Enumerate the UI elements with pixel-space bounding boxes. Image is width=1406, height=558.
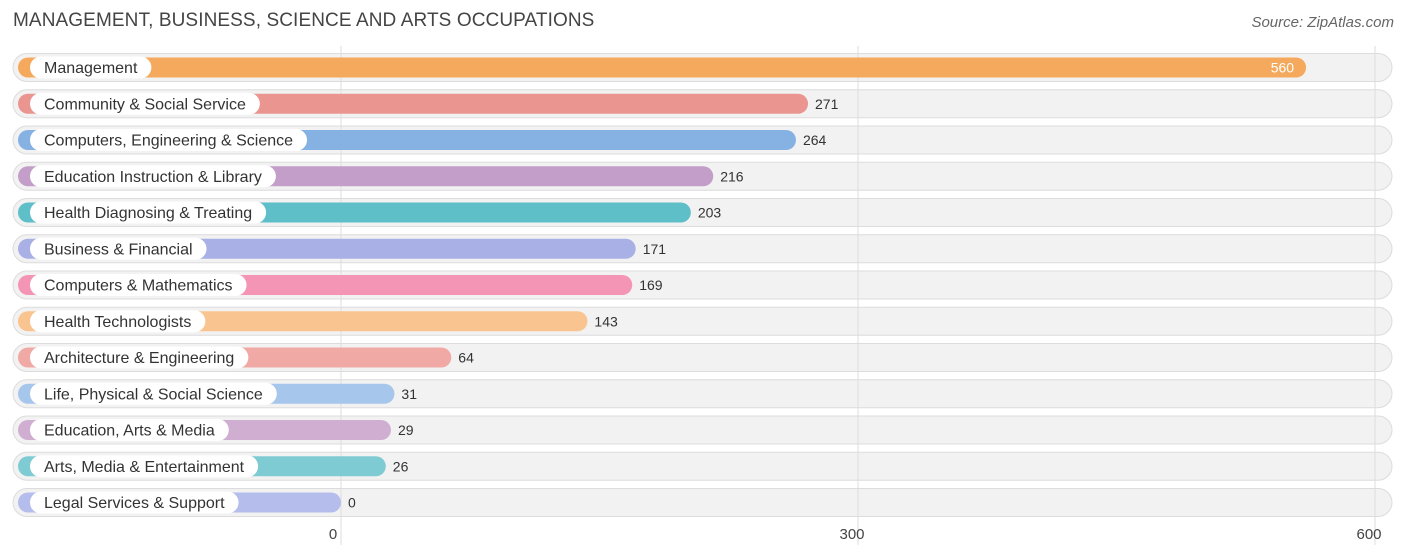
x-tick-label: 600: [1356, 526, 1381, 543]
row-background: [12, 488, 1393, 517]
category-label: Architecture & Engineering: [44, 350, 234, 367]
bar: [18, 57, 1307, 78]
category-label-pill: [30, 92, 260, 115]
value-label: 143: [594, 313, 618, 329]
value-label: 29: [398, 422, 414, 438]
category-label-pill: [30, 56, 152, 79]
x-axis-ticks: 0 300 600: [329, 526, 1382, 543]
x-tick-label: 0: [329, 526, 337, 543]
value-label: 31: [401, 386, 417, 402]
rows-layer: Management 560 Community & Social Service 2…: [18, 56, 1307, 514]
category-label: Health Diagnosing & Treating: [44, 205, 252, 222]
value-label: 203: [698, 205, 722, 221]
category-label-pill: [30, 346, 249, 369]
category-label: Life, Physical & Social Science: [44, 386, 263, 403]
category-label: Business & Financial: [44, 241, 193, 258]
category-label-pill: [30, 165, 276, 188]
category-label: Community & Social Service: [44, 96, 246, 113]
category-label-pill: [30, 455, 259, 478]
category-label-pill: [30, 129, 308, 151]
category-label-pill: [30, 274, 247, 296]
value-label: 169: [639, 277, 663, 293]
category-label: Education, Arts & Media: [44, 423, 215, 440]
category-label-pill: [30, 419, 229, 441]
category-label: Legal Services & Support: [44, 495, 225, 512]
category-label: Computers, Engineering & Science: [44, 133, 293, 150]
value-label: 271: [815, 96, 839, 112]
value-label: 0: [348, 495, 356, 511]
category-label: Arts, Media & Entertainment: [44, 459, 245, 476]
category-label: Education Instruction & Library: [44, 169, 262, 186]
x-tick-label: 300: [839, 526, 864, 543]
category-label-pill: [30, 237, 207, 260]
value-label: 64: [458, 350, 474, 366]
category-label: Management: [44, 60, 138, 77]
category-label-pill: [30, 310, 206, 333]
category-label-pill: [30, 491, 239, 514]
value-label: 560: [1271, 60, 1295, 76]
chart-title: MANAGEMENT, BUSINESS, SCIENCE AND ARTS O…: [13, 10, 595, 31]
category-label-pill: [30, 201, 267, 224]
chart-source: Source: ZipAtlas.com: [1251, 14, 1394, 31]
category-label: Health Technologists: [44, 314, 191, 331]
value-label: 26: [393, 458, 409, 474]
value-label: 264: [803, 132, 827, 148]
value-label: 216: [720, 168, 744, 184]
value-label: 171: [643, 241, 667, 257]
category-label: Computers & Mathematics: [44, 278, 233, 295]
category-label-pill: [30, 382, 277, 405]
